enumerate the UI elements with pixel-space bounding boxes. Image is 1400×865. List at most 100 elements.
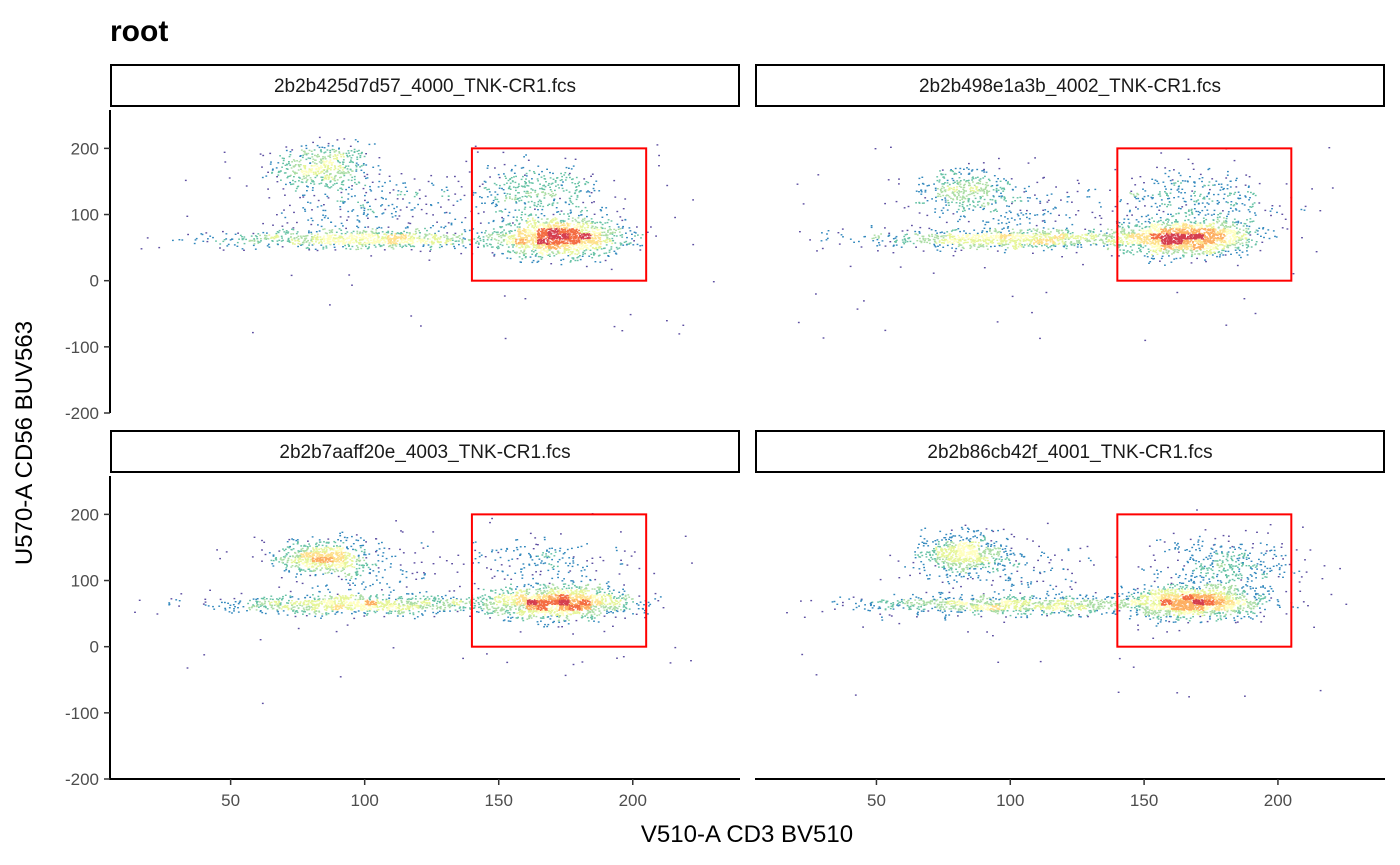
density-point [633,240,635,242]
density-point [1093,228,1095,231]
density-point [576,235,578,237]
density-point [372,240,375,242]
density-point [450,224,453,226]
density-point [1065,237,1068,239]
density-point [571,252,574,254]
density-point [409,244,411,246]
density-point [553,241,555,243]
density-point [585,247,588,250]
density-point [911,224,913,227]
density-point [556,211,558,213]
density-point [543,197,546,199]
density-point [610,268,613,271]
density-point [951,170,953,172]
density-point [491,246,494,248]
density-point [547,184,550,186]
density-point [1225,222,1228,224]
density-point [994,202,997,204]
density-point [895,235,898,238]
density-point [282,162,284,165]
density-point [1058,242,1061,245]
density-point [315,241,317,243]
density-point [958,240,961,242]
density-point [322,214,324,216]
density-point [303,170,305,172]
density-point [303,235,306,237]
density-point [454,232,457,235]
density-point [944,190,947,193]
density-point [521,236,524,239]
density-point [614,252,617,254]
density-point [527,215,530,217]
density-point [361,244,364,246]
density-point [625,232,627,234]
density-point [559,222,562,224]
density-point [621,227,624,229]
density-point [536,226,539,228]
density-point [534,234,536,237]
density-point [295,236,298,239]
density-point [952,182,955,184]
density-point [482,238,485,241]
density-point [543,178,546,180]
density-point [569,176,571,179]
density-point [509,193,511,195]
density-point [291,228,293,230]
density-point [1071,232,1074,234]
density-point [339,187,342,190]
density-point [606,241,609,243]
density-point [461,221,463,224]
density-point [531,189,534,191]
density-point [1052,244,1055,246]
density-point [333,243,335,246]
density-point [403,194,406,196]
density-point [385,231,388,234]
density-point [341,172,344,174]
density-point [420,239,422,241]
density-point [894,237,897,239]
density-point [490,234,492,236]
density-point [539,225,541,227]
density-point [529,229,532,232]
density-point [404,244,407,246]
density-point [539,252,542,254]
density-point [1035,197,1038,200]
density-point [529,206,532,208]
density-point [915,190,918,192]
density-point [518,231,521,234]
density-point [563,220,566,222]
density-point [318,241,321,244]
density-point [377,165,380,167]
density-point [578,221,581,224]
density-point [611,233,614,235]
density-point [1065,247,1068,250]
density-point [299,164,302,166]
density-point [957,228,960,230]
density-point [1057,230,1060,233]
density-point [939,250,942,252]
density-point [1043,213,1046,215]
density-point [1070,241,1073,243]
density-point [187,233,189,236]
density-point [352,161,354,164]
density-point [593,189,596,192]
density-point [454,240,457,242]
density-point [555,207,558,209]
density-point [564,237,566,239]
density-point [459,237,461,240]
density-point [573,241,576,243]
density-point [927,238,930,240]
density-point [639,245,642,247]
density-point [517,235,520,237]
density-point [1229,240,1231,242]
density-point [340,171,343,173]
density-point [362,206,365,208]
density-point [537,231,540,233]
density-point [940,187,943,190]
density-point [553,199,555,201]
density-point [308,230,310,232]
density-point [950,197,952,200]
density-point [938,240,941,242]
density-point [572,228,574,230]
density-point [365,245,367,248]
